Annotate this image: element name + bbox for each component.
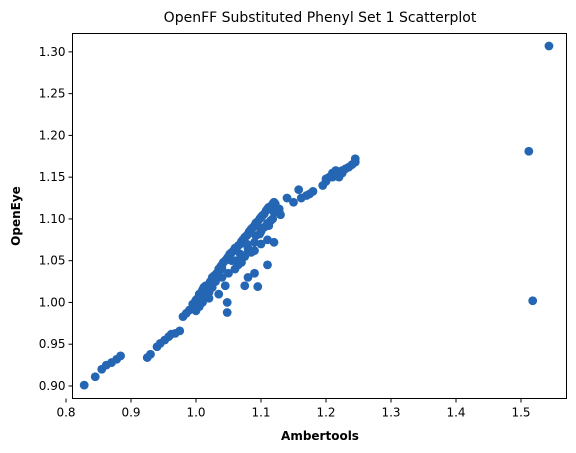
- scatter-point: [350, 154, 360, 164]
- scatter-point: [116, 351, 125, 361]
- scatter-point: [175, 326, 185, 336]
- scatter-point: [337, 166, 347, 175]
- scatter-point: [253, 282, 263, 291]
- chart-title: OpenFF Substituted Phenyl Set 1 Scatterp…: [164, 10, 477, 26]
- x-axis-ticks: 0.8 0.9 1.0 1.1 1.2 1.3 1.4 1.5: [56, 398, 531, 420]
- scatter-point: [289, 197, 298, 207]
- scatter-point: [544, 41, 554, 51]
- data-points: [79, 41, 554, 390]
- scatter-point: [214, 289, 224, 299]
- scatter-point: [90, 372, 100, 382]
- y-tick-label: 1.20: [39, 128, 66, 142]
- scatter-point: [224, 268, 233, 278]
- scatter-point: [250, 237, 259, 247]
- scatter-point: [243, 272, 253, 282]
- scatter-point: [222, 308, 232, 317]
- y-tick-label: 1.00: [39, 295, 66, 309]
- x-tick-label: 1.1: [251, 406, 270, 420]
- x-tick-label: 1.0: [186, 406, 205, 420]
- scatter-point: [233, 260, 243, 270]
- x-tick-label: 1.4: [446, 406, 465, 420]
- scatter-point: [268, 214, 278, 224]
- x-tick-label: 1.2: [316, 406, 335, 420]
- scatter-point: [217, 264, 227, 274]
- y-axis-label: OpenEye: [9, 186, 23, 246]
- scatter-point: [269, 237, 279, 247]
- plot-area-frame: [72, 33, 567, 399]
- y-tick-label: 0.95: [39, 337, 66, 351]
- scatter-point: [256, 224, 266, 234]
- scatter-point: [524, 146, 534, 156]
- scatter-point: [198, 298, 207, 307]
- scatter-point: [264, 221, 274, 231]
- scatter-point: [294, 185, 304, 195]
- y-tick-label: 1.10: [39, 212, 66, 226]
- y-tick-label: 1.25: [39, 87, 66, 101]
- x-axis-label: Ambertools: [281, 429, 359, 443]
- x-tick-label: 1.5: [511, 406, 530, 420]
- scatter-point: [282, 193, 292, 203]
- scatter-point: [243, 247, 253, 257]
- x-tick-label: 0.9: [121, 406, 140, 420]
- y-tick-label: 0.90: [39, 379, 66, 393]
- y-axis-ticks: 0.90 0.95 1.00 1.05 1.10 1.15 1.20 1.25 1.30: [39, 45, 73, 393]
- scatter-point: [198, 291, 207, 301]
- scatter-point: [79, 380, 89, 390]
- x-tick-label: 1.3: [381, 406, 400, 420]
- scatter-point: [242, 239, 252, 249]
- x-tick-label: 0.8: [56, 406, 75, 420]
- y-tick-label: 1.15: [39, 170, 66, 184]
- scatter-point: [222, 298, 232, 307]
- scatter-point: [240, 281, 250, 291]
- scatter-point: [308, 186, 318, 196]
- scatter-point: [217, 272, 227, 282]
- scatter-point: [237, 252, 246, 261]
- scatter-point: [191, 306, 201, 316]
- scatter-point: [263, 260, 272, 270]
- scatter-point: [274, 204, 284, 214]
- scatter-point: [250, 268, 259, 278]
- y-tick-label: 1.05: [39, 254, 66, 268]
- scatter-point: [528, 296, 538, 306]
- scatter-point: [207, 283, 217, 292]
- scatter-point: [146, 349, 155, 359]
- scatter-point: [220, 281, 230, 291]
- y-tick-label: 1.30: [39, 45, 66, 59]
- scatter-point: [321, 174, 331, 184]
